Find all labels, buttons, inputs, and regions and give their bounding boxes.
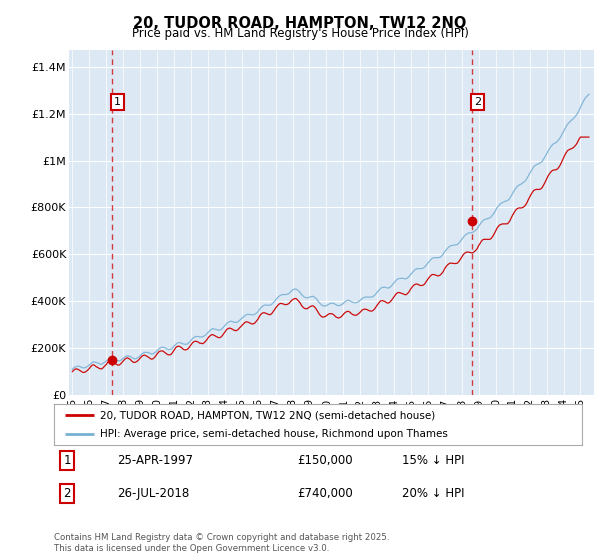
Text: 20, TUDOR ROAD, HAMPTON, TW12 2NQ: 20, TUDOR ROAD, HAMPTON, TW12 2NQ <box>133 16 467 31</box>
Text: Price paid vs. HM Land Registry's House Price Index (HPI): Price paid vs. HM Land Registry's House … <box>131 27 469 40</box>
Text: 15% ↓ HPI: 15% ↓ HPI <box>403 454 465 468</box>
Text: 25-APR-1997: 25-APR-1997 <box>118 454 193 468</box>
Text: £740,000: £740,000 <box>297 487 353 501</box>
Text: HPI: Average price, semi-detached house, Richmond upon Thames: HPI: Average price, semi-detached house,… <box>100 429 448 439</box>
Text: 2: 2 <box>64 487 71 501</box>
Text: 1: 1 <box>114 97 121 108</box>
Text: 20% ↓ HPI: 20% ↓ HPI <box>403 487 465 501</box>
Text: 2: 2 <box>474 97 481 108</box>
Text: £150,000: £150,000 <box>297 454 353 468</box>
Text: 1: 1 <box>64 454 71 468</box>
Text: 26-JUL-2018: 26-JUL-2018 <box>118 487 190 501</box>
Text: 20, TUDOR ROAD, HAMPTON, TW12 2NQ (semi-detached house): 20, TUDOR ROAD, HAMPTON, TW12 2NQ (semi-… <box>100 410 436 421</box>
Text: Contains HM Land Registry data © Crown copyright and database right 2025.
This d: Contains HM Land Registry data © Crown c… <box>54 533 389 553</box>
